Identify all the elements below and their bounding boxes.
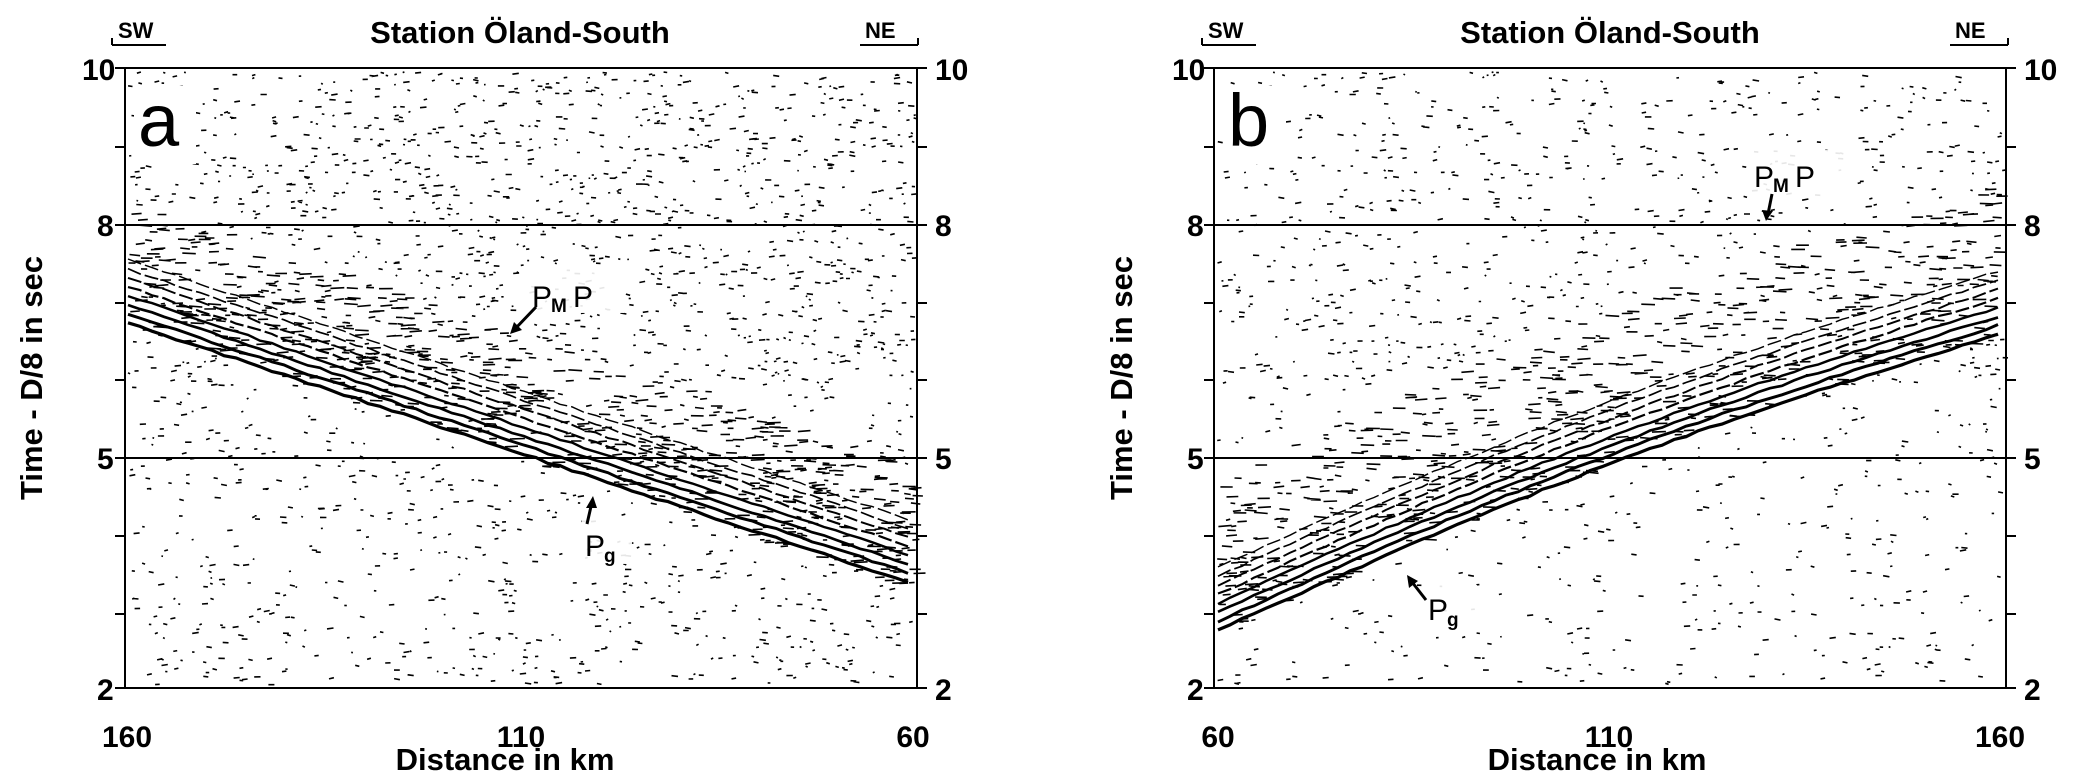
panel-a-xtick-110: 110 — [497, 721, 545, 754]
panel-a-x-axis-label: Distance in km — [396, 742, 615, 777]
panel-b-xtick-60: 60 — [1201, 721, 1234, 754]
panel-b-sw-label: SW — [1208, 18, 1244, 43]
panel-b-pg-annotation: P g — [1407, 575, 1477, 631]
panel-b-pmp-p1: P — [1754, 161, 1774, 194]
panel-a-ytick-right-5: 5 — [935, 443, 952, 476]
panel-a-ytick-right-8: 8 — [935, 210, 952, 243]
panel-b-ne-label: NE — [1955, 18, 1986, 43]
panel-b-ytick-left-8: 8 — [1187, 210, 1204, 243]
panel-a-letter: a — [138, 79, 180, 162]
panel-b-ytick-right-10: 10 — [2024, 54, 2057, 87]
panel-a-ytick-left-10: 10 — [82, 54, 115, 87]
panel-a-sw-marker: SW — [111, 18, 166, 46]
panel-b-seismic-traces — [1217, 71, 2009, 686]
panel-b-pmp-sub: M — [1773, 176, 1789, 197]
panel-b-ytick-left-10: 10 — [1172, 54, 1205, 87]
panel-b-ne-marker: NE — [1950, 18, 2009, 46]
panel-b-frame — [1213, 67, 2007, 689]
panel-a-y-axis-label: Time - D/8 in sec — [14, 256, 49, 500]
panel-a-title: Station Öland-South — [370, 15, 670, 50]
panel-a-frame — [124, 67, 918, 689]
panel-a-ytick-right-2: 2 — [935, 674, 952, 707]
panel-b-title: Station Öland-South — [1460, 15, 1760, 50]
panel-b-pg-p: P — [1428, 594, 1448, 627]
panel-b-pg-sub: g — [1447, 610, 1459, 631]
panel-b-y-axis-label: Time - D/8 in sec — [1104, 256, 1139, 500]
panel-b-xtick-160: 160 — [1975, 721, 2025, 754]
panel-a-pg-annotation: P g — [582, 496, 632, 567]
panel-b-ytick-right-8: 8 — [2024, 210, 2041, 243]
panel-a-pg-p: P — [585, 530, 605, 563]
panel-a-seismic-traces — [127, 71, 926, 686]
panel-b-ytick-right-2: 2 — [2024, 674, 2041, 707]
panel-b-x-axis-label: Distance in km — [1488, 742, 1707, 777]
panel-a-ytick-left-8: 8 — [97, 210, 114, 243]
panel-b-letter: b — [1228, 79, 1269, 162]
panel-b-ytick-left-2: 2 — [1187, 674, 1204, 707]
panel-a-pmp-p1: P — [532, 281, 552, 314]
panel-b-pmp-p2: P — [1795, 161, 1815, 194]
panel-a-ticks — [115, 67, 927, 689]
panel-a: Station Öland-South SW NE a 10 8 5 2 10 … — [14, 15, 968, 777]
panel-b-ticks — [1204, 67, 2016, 689]
panel-a-pg-sub: g — [604, 546, 616, 567]
panel-b-ytick-right-5: 5 — [2024, 443, 2041, 476]
panel-a-pmp-p2: P — [573, 281, 593, 314]
panel-a-ytick-right-10: 10 — [935, 54, 968, 87]
panel-b-pmp-annotation: P M P — [1750, 150, 1846, 221]
panel-a-ytick-left-2: 2 — [97, 674, 114, 707]
panel-b-xtick-110: 110 — [1585, 721, 1633, 754]
panel-a-ne-label: NE — [865, 18, 896, 43]
panel-a-ne-marker: NE — [860, 18, 919, 46]
panel-a-pmp-annotation: P M P — [510, 265, 624, 334]
panel-b: Station Öland-South SW NE b 10 8 5 2 10 … — [1104, 15, 2057, 777]
panel-b-sw-marker: SW — [1201, 18, 1256, 46]
panel-a-pmp-sub: M — [551, 296, 567, 317]
panel-a-sw-label: SW — [118, 18, 154, 43]
panel-b-letter-bg — [1224, 86, 1286, 164]
panel-b-ytick-left-5: 5 — [1187, 443, 1204, 476]
panel-a-xtick-60: 60 — [896, 721, 929, 754]
panel-a-letter-bg — [134, 86, 196, 164]
panel-a-ytick-left-5: 5 — [97, 443, 114, 476]
panel-a-xtick-160: 160 — [102, 721, 152, 754]
